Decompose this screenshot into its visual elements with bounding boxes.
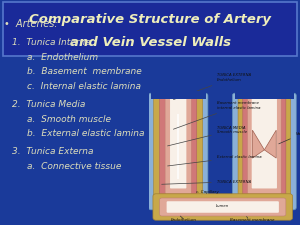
FancyBboxPatch shape: [248, 94, 281, 194]
FancyBboxPatch shape: [177, 114, 179, 180]
Text: 1.  Tunica Interna: 1. Tunica Interna: [12, 38, 91, 47]
Text: Comparative Structure of Artery: Comparative Structure of Artery: [29, 13, 271, 26]
Text: Basement membrane
internal elastic lamina: Basement membrane internal elastic lamin…: [173, 101, 260, 129]
FancyBboxPatch shape: [243, 94, 286, 199]
Text: 2.  Tunica Media: 2. Tunica Media: [12, 100, 85, 109]
FancyBboxPatch shape: [160, 198, 286, 216]
FancyBboxPatch shape: [160, 94, 197, 199]
Text: 3.  Tunica Externa: 3. Tunica Externa: [12, 147, 94, 156]
Text: •  Arteries:: • Arteries:: [4, 19, 58, 29]
FancyBboxPatch shape: [170, 95, 186, 189]
FancyBboxPatch shape: [165, 94, 191, 194]
Text: TUNICA MEDIA
Smooth muscle: TUNICA MEDIA Smooth muscle: [167, 126, 247, 146]
Text: Lumen: Lumen: [257, 208, 271, 212]
FancyBboxPatch shape: [148, 93, 208, 210]
Text: a.  Connective tissue: a. Connective tissue: [27, 162, 122, 171]
Text: and Vein Vessel Walls: and Vein Vessel Walls: [70, 36, 230, 49]
Text: b.  Basement  membrane: b. Basement membrane: [27, 68, 142, 76]
Text: Lumen: Lumen: [171, 208, 185, 212]
Text: Lumen: Lumen: [216, 204, 230, 208]
FancyBboxPatch shape: [154, 93, 203, 205]
Text: Endothelium: Endothelium: [171, 218, 197, 222]
Polygon shape: [264, 130, 276, 158]
Text: a.  Endothelium: a. Endothelium: [27, 53, 98, 62]
Polygon shape: [253, 130, 264, 158]
Text: TUNICA EXTERNA
Endothelium: TUNICA EXTERNA Endothelium: [173, 73, 251, 100]
FancyBboxPatch shape: [232, 93, 296, 210]
FancyBboxPatch shape: [151, 91, 206, 99]
FancyBboxPatch shape: [153, 194, 292, 220]
FancyBboxPatch shape: [167, 201, 279, 213]
Text: External elastic lamina: External elastic lamina: [168, 155, 261, 166]
Text: c. Capillary: c. Capillary: [196, 190, 219, 194]
Text: c.  Internal elastic lamina: c. Internal elastic lamina: [27, 82, 141, 91]
FancyBboxPatch shape: [252, 95, 277, 189]
FancyBboxPatch shape: [238, 94, 291, 204]
Text: Valve: Valve: [279, 132, 300, 144]
Text: (in Vein): (in Vein): [256, 213, 272, 217]
FancyBboxPatch shape: [235, 91, 294, 99]
Text: b.  External elastic lamina: b. External elastic lamina: [27, 129, 145, 138]
Text: Basement membrane: Basement membrane: [230, 218, 275, 222]
Text: TUNICA EXTERNA: TUNICA EXTERNA: [162, 180, 251, 184]
FancyBboxPatch shape: [3, 2, 297, 56]
Text: (in Artery): (in Artery): [168, 213, 188, 217]
Text: a.  Smooth muscle: a. Smooth muscle: [27, 115, 111, 124]
